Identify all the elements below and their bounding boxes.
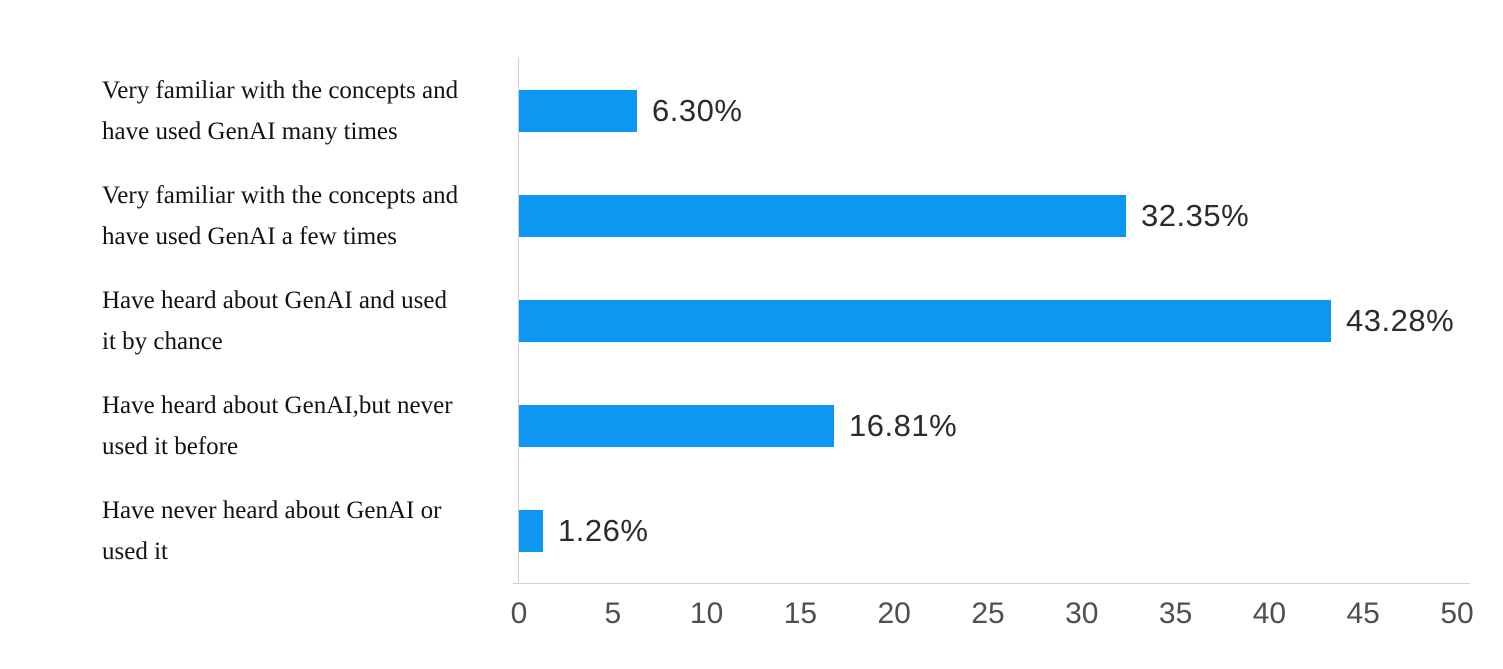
x-axis-tick-label: 20	[877, 597, 911, 630]
bar	[519, 89, 637, 132]
category-label-line: it by chance	[102, 327, 223, 355]
category-label: Very familiar with the concepts and have …	[102, 70, 494, 152]
value-label: 1.26%	[558, 512, 649, 548]
x-axis-tick-label: 10	[689, 597, 724, 630]
category-label-line: Have never heard about GenAI or	[102, 496, 442, 524]
category-label: Very familiar with the concepts and have …	[102, 175, 494, 257]
x-axis-tick-label: 40	[1252, 597, 1287, 630]
category-label-line: Have heard about GenAI,but never	[102, 391, 453, 419]
category-label-line: Very familiar with the concepts and	[102, 76, 459, 104]
category-label-line: Have heard about GenAI and used	[102, 286, 448, 314]
x-axis-tick-label: 35	[1158, 597, 1193, 630]
x-axis-tick-label: 5	[604, 597, 622, 630]
category-label: Have heard about GenAI,but never used it …	[102, 385, 494, 467]
x-axis-tick-label: 30	[1065, 597, 1099, 630]
chart-row: Very familiar with the concepts and have …	[0, 163, 1503, 268]
chart-row: Have heard about GenAI and used it by cha…	[0, 268, 1503, 373]
value-label: 6.30%	[652, 92, 743, 128]
category-label: Have never heard about GenAI or used it	[102, 490, 494, 572]
chart-row: Have heard about GenAI,but never used it …	[0, 373, 1503, 478]
bar	[519, 299, 1331, 342]
category-label: Have heard about GenAI and used it by cha…	[102, 280, 494, 362]
x-axis-tick-label: 45	[1346, 597, 1380, 630]
chart-row: Very familiar with the concepts and have …	[0, 58, 1503, 163]
category-label-line: used it before	[102, 432, 239, 460]
category-label-line: have used GenAI many times	[102, 117, 398, 145]
bar	[519, 509, 543, 552]
x-axis-tick-label: 50	[1440, 597, 1474, 630]
value-label: 16.81%	[849, 407, 958, 443]
category-label-line: have used GenAI a few times	[102, 222, 398, 250]
chart-row: Have never heard about GenAI or used it 1.…	[0, 478, 1503, 583]
y-axis-line	[518, 57, 519, 583]
category-label-line: Very familiar with the concepts and	[102, 181, 459, 209]
bar	[519, 194, 1126, 237]
x-axis-tick-label: 15	[783, 597, 818, 630]
x-axis-line	[513, 583, 1470, 584]
x-axis-tick-label: 25	[971, 597, 1005, 630]
category-label-line: used it	[102, 537, 168, 565]
x-axis-tick-label: 0	[510, 597, 528, 630]
value-label: 32.35%	[1141, 197, 1250, 233]
value-label: 43.28%	[1346, 302, 1455, 338]
bar	[519, 404, 834, 447]
